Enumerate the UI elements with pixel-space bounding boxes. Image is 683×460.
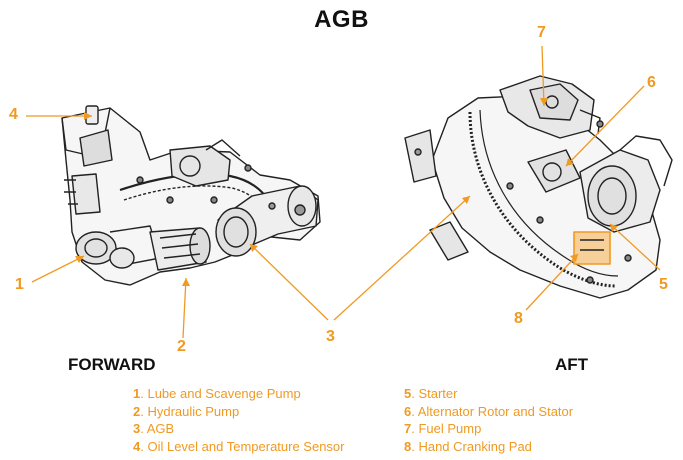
- leader-8: [525, 253, 579, 311]
- legend-item: 4. Oil Level and Temperature Sensor: [133, 438, 345, 456]
- legend-label: . AGB: [140, 421, 175, 436]
- legend-num: 1: [133, 386, 141, 401]
- legend-label: . Alternator Rotor and Stator: [411, 403, 574, 419]
- legend-label: . Oil Level and Temperature Sensor: [140, 438, 345, 454]
- legend-item: 2. Hydraulic Pump: [133, 403, 345, 421]
- page-title: AGB: [314, 6, 369, 33]
- leader-arrowheads: [75, 98, 618, 286]
- leader-5: [609, 223, 661, 271]
- legend-item: 5. Starter: [404, 385, 573, 403]
- aft-label: AFT: [555, 355, 589, 374]
- callout-1: 1: [15, 276, 24, 293]
- legend-label: . Hydraulic Pump: [140, 403, 240, 419]
- legend-label: . Hand Cranking Pad: [411, 438, 532, 454]
- leader-7: [541, 45, 545, 107]
- legend-item: 3. AGB: [133, 420, 345, 438]
- legend-label: . Lube and Scavenge Pump: [140, 386, 301, 401]
- callout-2: 2: [177, 338, 186, 355]
- leader-3a: [249, 243, 329, 321]
- callout-7: 7: [537, 24, 546, 41]
- leader-6: [565, 85, 645, 167]
- callout-3: 3: [326, 328, 335, 345]
- legend-item: 8. Hand Cranking Pad: [404, 438, 573, 456]
- legend-label: . Starter: [411, 386, 458, 401]
- legend-num: 7: [404, 421, 412, 436]
- legend-num: 3: [133, 421, 141, 436]
- leader-lines: [26, 45, 661, 339]
- forward-view-drawing: [61, 105, 321, 286]
- leader-1: [31, 255, 85, 283]
- legend-item: 6. Alternator Rotor and Stator: [404, 403, 573, 421]
- forward-label: FORWARD: [68, 355, 156, 374]
- callout-8: 8: [514, 310, 523, 327]
- aft-view-drawing: [404, 75, 673, 299]
- legend-num: 5: [404, 386, 412, 401]
- legend-num: 6: [404, 403, 412, 419]
- legend-label: . Fuel Pump: [411, 421, 482, 436]
- legend-num: 8: [404, 438, 412, 454]
- callout-4: 4: [9, 106, 18, 123]
- leader-2: [182, 277, 187, 339]
- legend-right: 5. Starter 6. Alternator Rotor and Stato…: [404, 385, 573, 455]
- legend-num: 2: [133, 403, 141, 419]
- legend-left: 1. Lube and Scavenge Pump 2. Hydraulic P…: [133, 385, 345, 455]
- callout-5: 5: [659, 276, 668, 293]
- callout-6: 6: [647, 74, 656, 91]
- leader-3b: [333, 195, 471, 321]
- legend-num: 4: [133, 438, 141, 454]
- legend-item: 7. Fuel Pump: [404, 420, 573, 438]
- legend-item: 1. Lube and Scavenge Pump: [133, 385, 345, 403]
